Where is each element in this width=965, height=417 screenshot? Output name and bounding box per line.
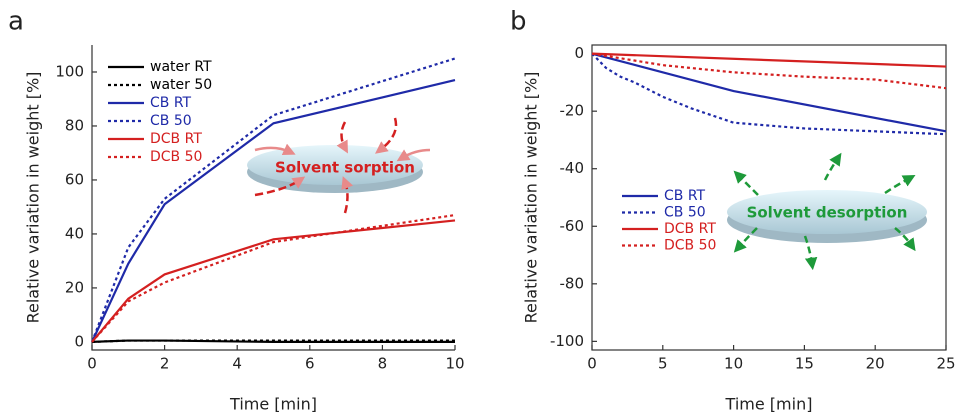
y-tick-label: 40 — [65, 224, 84, 242]
y-tick-label: -40 — [560, 159, 585, 177]
legend-label: CB RT — [664, 188, 706, 204]
x-tick-label: 10 — [445, 355, 464, 373]
desorption-illustration — [727, 152, 927, 271]
data-line — [91, 213, 456, 343]
legend-label: CB 50 — [150, 113, 192, 129]
legend-label: water RT — [150, 59, 212, 75]
x-axis-label: Time [min] — [229, 395, 317, 414]
panel-label: a — [8, 7, 24, 37]
x-tick-label: 0 — [587, 355, 597, 373]
legend-label: DCB RT — [664, 221, 716, 237]
y-tick-label: 100 — [55, 62, 84, 80]
x-tick-label: 25 — [936, 355, 955, 373]
x-tick-label: 2 — [160, 355, 170, 373]
data-line — [591, 52, 947, 133]
panel-label: b — [510, 7, 527, 37]
y-axis-label: Relative variation in weight [%] — [522, 72, 541, 324]
data-line — [90, 57, 456, 343]
legend-label: water 50 — [150, 77, 212, 93]
x-tick-label: 5 — [658, 355, 668, 373]
line-chart: b 0 5 10 15 20 25 0 -20 -40 -60 -80 -100 Time [min] Re… — [510, 7, 956, 414]
legend-label: CB RT — [150, 95, 192, 111]
plot-frame — [591, 44, 947, 351]
x-tick-label: 8 — [378, 355, 388, 373]
x-tick-label: 15 — [795, 355, 814, 373]
y-tick-label: -80 — [560, 274, 585, 292]
y-tick-label: 0 — [74, 332, 84, 350]
data-line — [591, 52, 947, 68]
y-axis-label: Relative variation in weight [%] — [24, 72, 43, 324]
data-line — [91, 79, 456, 343]
x-tick-label: 0 — [87, 355, 97, 373]
y-tick-label: 0 — [574, 44, 584, 62]
y-tick-label: -100 — [550, 332, 584, 350]
data-line — [91, 219, 456, 343]
sorption-illustration — [247, 117, 431, 214]
legend-label: DCB 50 — [664, 238, 716, 254]
y-tick-label: -60 — [560, 217, 585, 235]
annotation: Solvent desorption — [747, 204, 908, 222]
annotation: Solvent sorption — [275, 159, 415, 177]
y-tick-label: 60 — [65, 170, 84, 188]
x-axis-label: Time [min] — [725, 395, 813, 414]
y-tick-label: 80 — [65, 116, 84, 134]
x-tick-label: 6 — [305, 355, 315, 373]
x-tick-label: 20 — [866, 355, 885, 373]
x-tick-label: 10 — [724, 355, 743, 373]
legend-label: CB 50 — [664, 205, 706, 221]
legend-label: DCB RT — [150, 131, 202, 147]
axes — [91, 45, 455, 351]
y-tick-label: 20 — [65, 278, 84, 296]
y-tick-label: -20 — [560, 102, 585, 120]
x-tick-label: 4 — [232, 355, 242, 373]
data-line — [591, 52, 947, 136]
data-line — [91, 339, 455, 344]
legend-label: DCB 50 — [150, 149, 202, 165]
data-line — [591, 52, 947, 90]
